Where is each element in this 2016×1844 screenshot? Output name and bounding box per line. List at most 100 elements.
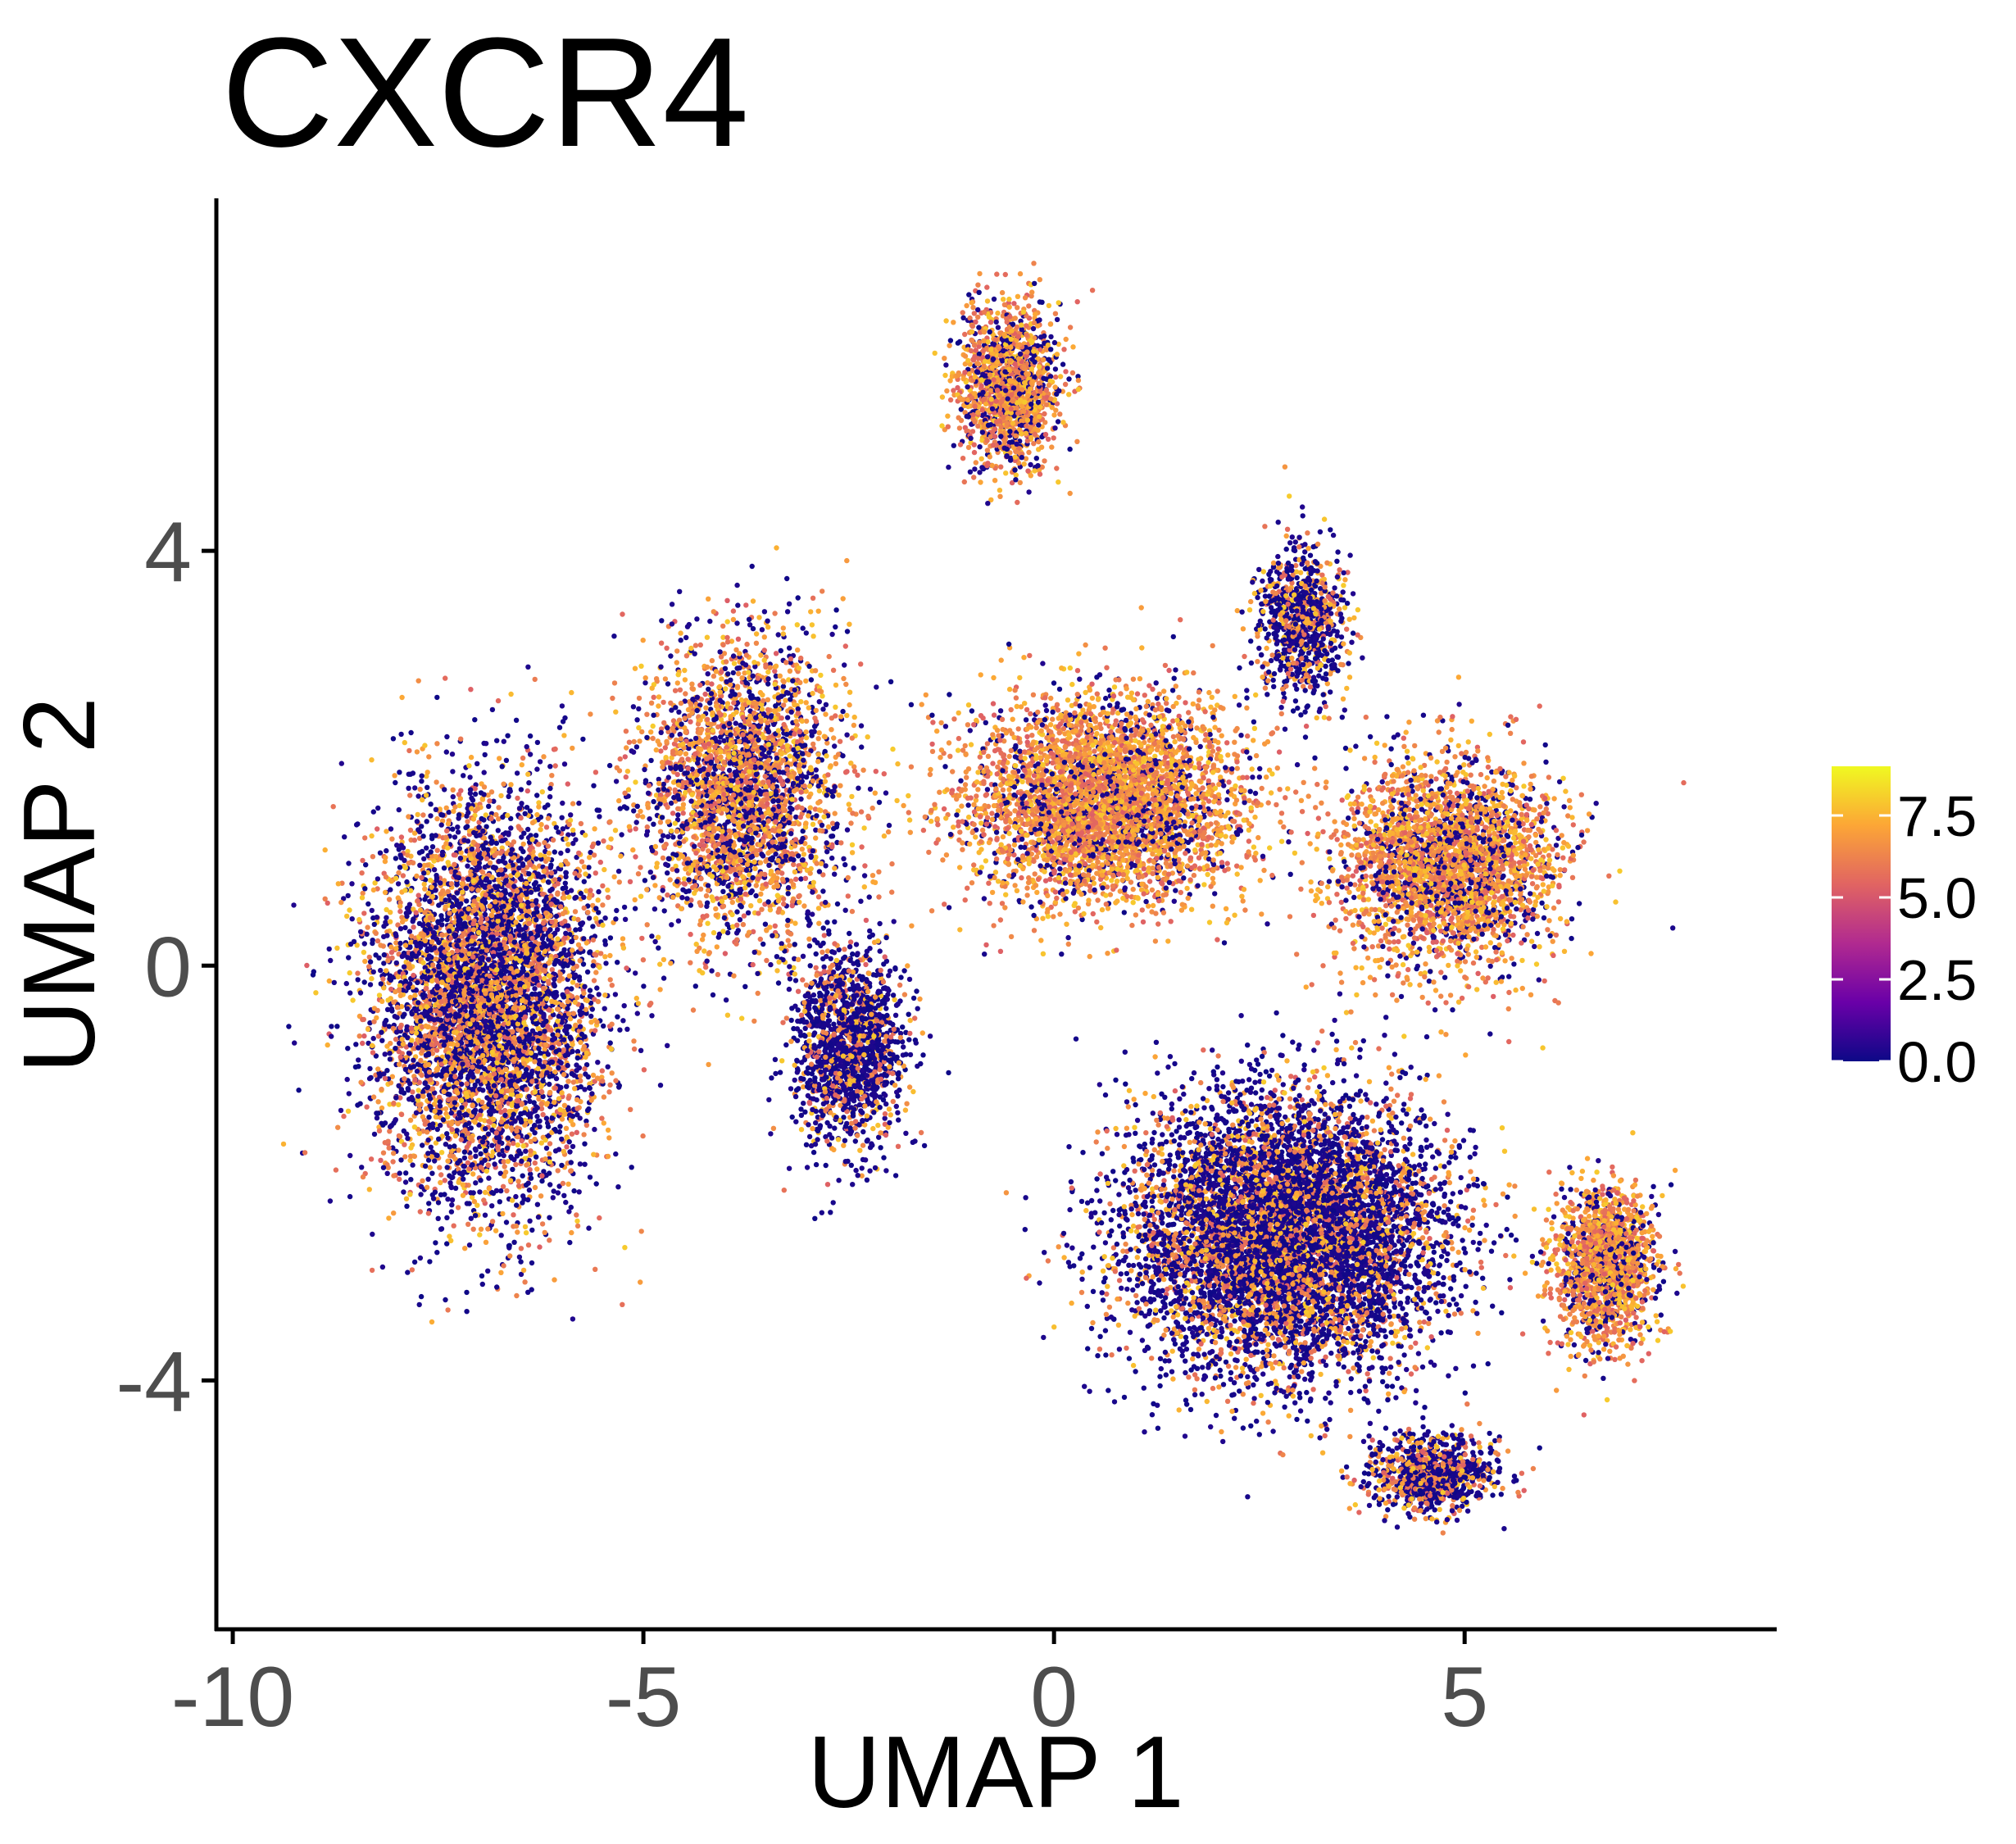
data-point	[449, 1110, 454, 1115]
data-point	[370, 1232, 375, 1237]
data-point	[631, 808, 636, 813]
data-point	[451, 794, 456, 799]
data-point	[550, 1115, 555, 1120]
data-point	[328, 1198, 333, 1203]
data-point	[512, 1041, 517, 1046]
data-point	[523, 1224, 528, 1229]
data-point	[527, 1188, 532, 1192]
data-point	[408, 730, 413, 735]
data-point	[517, 927, 522, 932]
data-point	[361, 1017, 366, 1022]
data-point	[608, 977, 613, 982]
data-point	[393, 946, 398, 951]
data-point	[553, 763, 558, 768]
data-point	[398, 1157, 403, 1162]
data-point	[566, 1011, 571, 1016]
data-point	[608, 1040, 613, 1045]
data-point	[486, 957, 491, 962]
data-point	[421, 856, 426, 861]
data-point	[495, 851, 500, 856]
data-point	[353, 1042, 358, 1047]
data-point	[347, 1194, 352, 1199]
data-point	[552, 931, 557, 936]
data-point	[393, 933, 398, 938]
data-point	[606, 1154, 611, 1159]
data-point	[536, 983, 541, 988]
data-point	[391, 1173, 396, 1178]
data-point	[581, 1132, 586, 1137]
data-point	[401, 1014, 406, 1019]
data-point	[452, 1224, 456, 1229]
data-point	[371, 809, 376, 814]
data-point	[552, 1188, 556, 1193]
data-point	[414, 1008, 419, 1013]
data-point	[379, 1087, 384, 1092]
data-point	[533, 1185, 538, 1190]
data-point	[412, 785, 417, 790]
data-point	[375, 1008, 380, 1013]
data-point	[464, 1081, 469, 1086]
data-point	[375, 806, 380, 811]
data-point	[451, 788, 456, 793]
data-point	[496, 698, 501, 703]
data-point	[520, 1193, 525, 1198]
data-point	[606, 1135, 611, 1140]
data-point	[506, 794, 511, 799]
data-point	[488, 1111, 493, 1116]
data-point	[534, 1114, 539, 1119]
data-point	[445, 1135, 450, 1140]
data-point	[606, 1128, 611, 1133]
data-point	[561, 1047, 566, 1052]
data-point	[432, 1037, 437, 1042]
data-point	[416, 679, 421, 684]
data-point	[434, 875, 439, 880]
data-point	[547, 1090, 552, 1095]
data-point	[482, 770, 487, 774]
data-point	[549, 773, 554, 778]
data-point	[500, 764, 505, 769]
data-point	[395, 1005, 400, 1010]
data-point	[385, 1171, 390, 1176]
data-point	[507, 1253, 512, 1258]
data-point	[470, 797, 475, 802]
data-point	[547, 764, 552, 769]
data-point	[574, 1106, 579, 1110]
data-point	[419, 779, 424, 783]
data-point	[357, 1033, 362, 1038]
data-point	[527, 921, 532, 926]
data-point	[428, 813, 433, 818]
data-point	[367, 1187, 372, 1192]
data-point	[356, 977, 361, 982]
data-point	[547, 794, 552, 799]
data-point	[504, 758, 509, 763]
data-point	[569, 1168, 574, 1173]
data-point	[606, 845, 611, 850]
data-point	[486, 1163, 491, 1168]
data-point	[541, 754, 546, 759]
data-point	[365, 924, 370, 929]
data-point	[565, 999, 570, 1004]
data-point	[552, 990, 557, 995]
data-point	[571, 1079, 576, 1084]
data-point	[404, 879, 409, 884]
data-point	[420, 1114, 425, 1119]
data-point	[502, 739, 506, 744]
data-point	[615, 1015, 620, 1020]
data-point	[296, 1088, 301, 1092]
data-point	[515, 1229, 520, 1234]
data-point	[358, 1080, 363, 1085]
data-point	[515, 796, 520, 801]
data-point	[570, 979, 575, 984]
data-point	[562, 1103, 567, 1108]
data-point	[517, 1255, 522, 1260]
data-point	[406, 1097, 411, 1101]
data-point	[346, 861, 351, 865]
data-point	[465, 811, 470, 815]
data-point	[387, 976, 392, 981]
data-point	[423, 1164, 428, 1169]
data-point	[406, 1086, 411, 1091]
data-point	[537, 1244, 542, 1249]
data-point	[561, 1193, 566, 1198]
data-point	[642, 1067, 647, 1072]
data-point	[570, 746, 574, 751]
